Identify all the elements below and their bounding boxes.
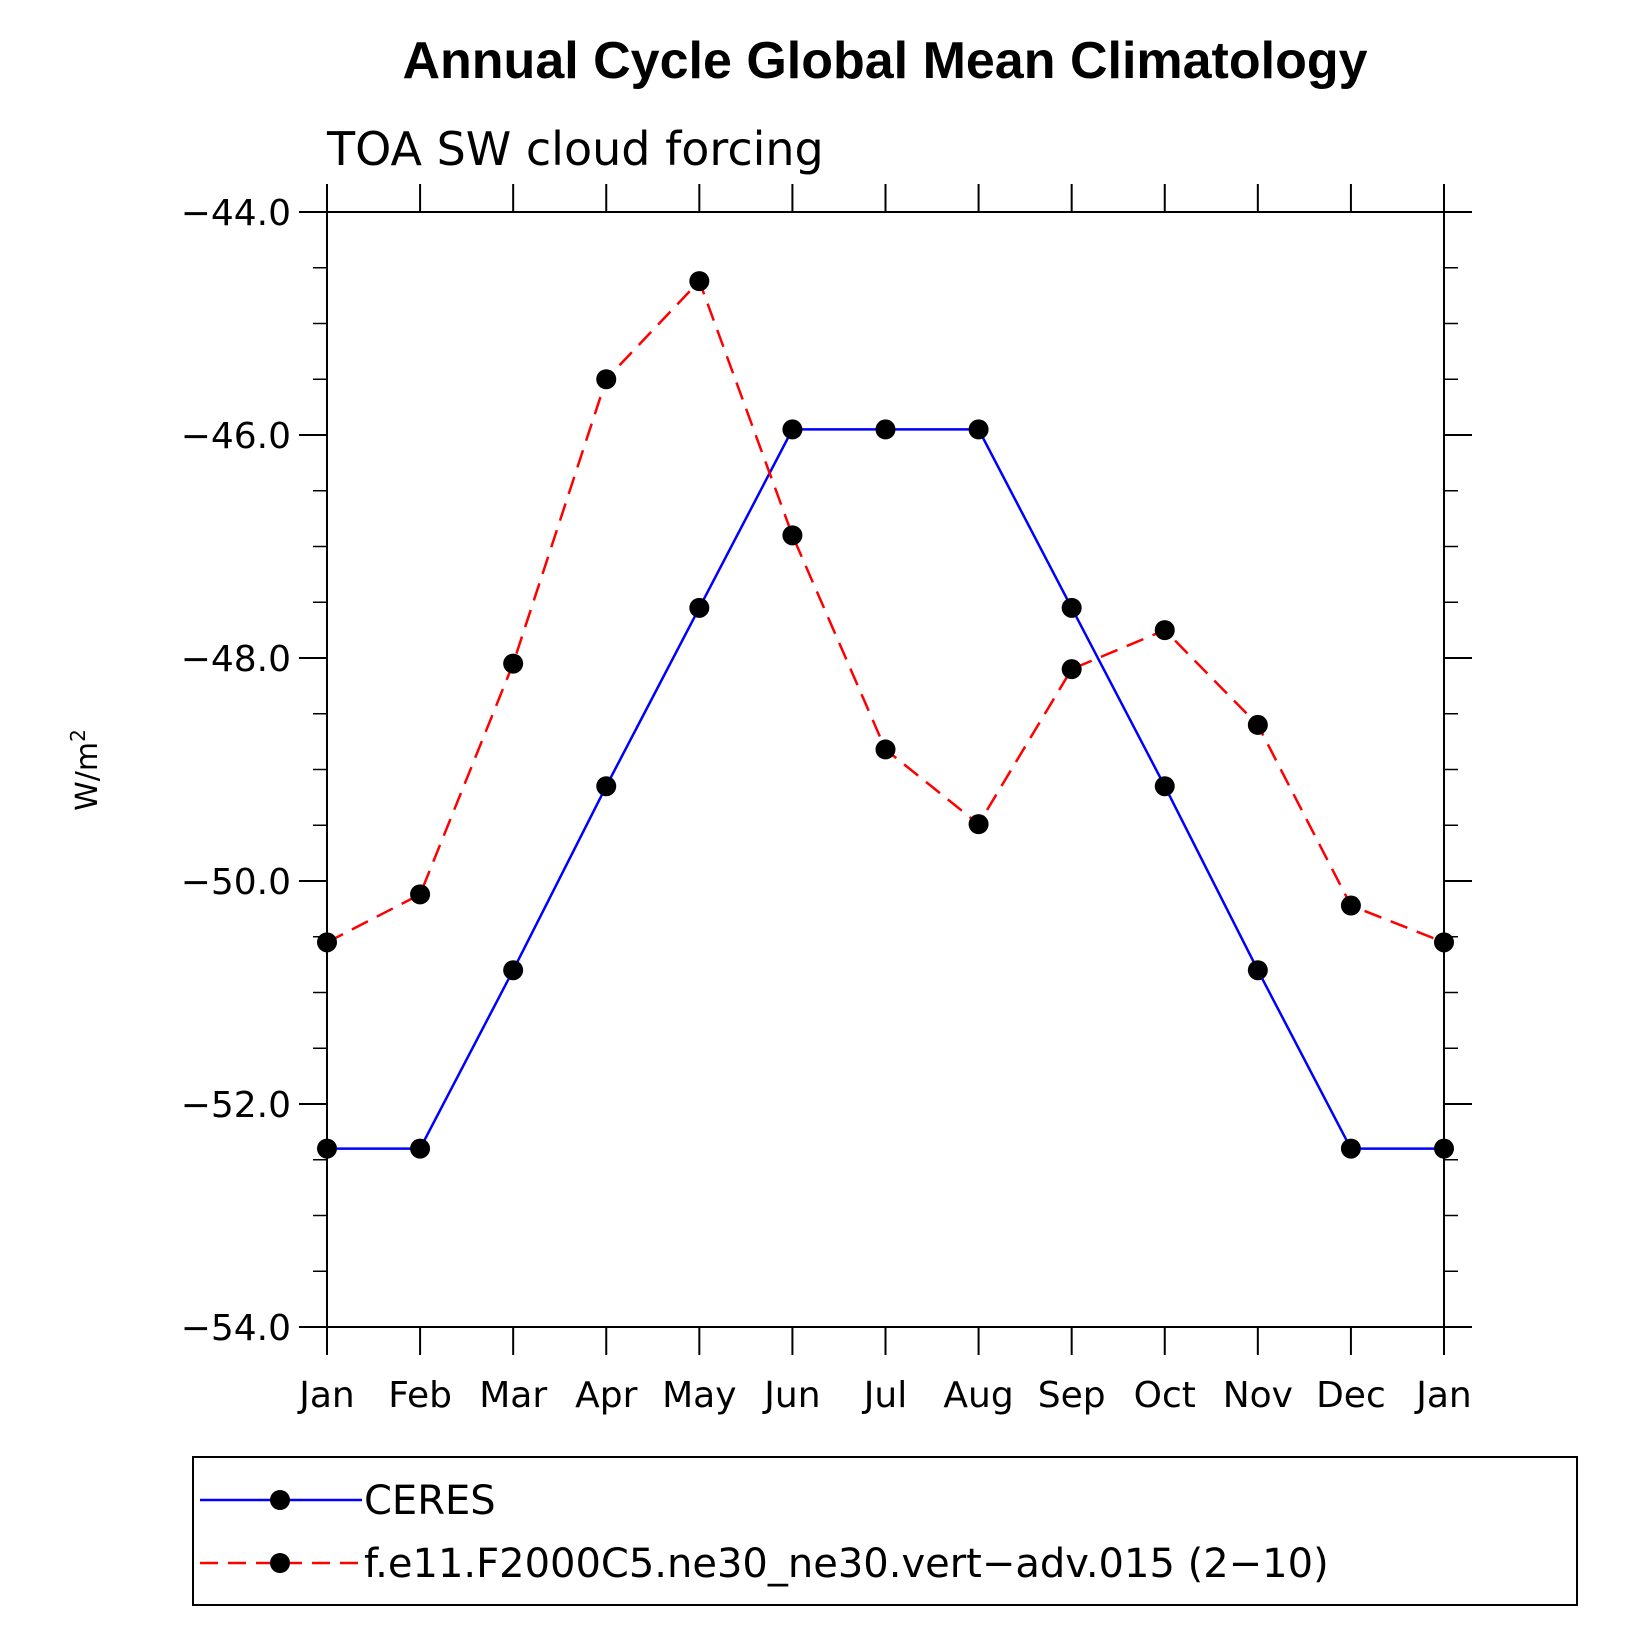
y-tick-label: −54.0	[181, 1308, 291, 1349]
x-tick-label: Jan	[1414, 1375, 1472, 1416]
y-axis-label: W/m2	[66, 729, 105, 811]
x-tick-label: Jun	[762, 1375, 820, 1416]
data-point-series-0	[689, 597, 710, 618]
chart-subtitle: TOA SW cloud forcing	[326, 122, 824, 176]
data-point-series-0	[1247, 960, 1268, 981]
data-point-series-0	[503, 960, 524, 981]
data-point-series-1	[1340, 895, 1361, 916]
plot-frame	[326, 211, 1445, 1328]
data-point-series-1	[1434, 932, 1454, 953]
data-point-series-0	[968, 419, 989, 440]
y-tick-label: −46.0	[181, 416, 291, 457]
data-point-series-1	[1154, 620, 1175, 641]
x-tick-label: Oct	[1134, 1375, 1196, 1416]
y-tick-label: −52.0	[181, 1085, 291, 1126]
x-tick-label: Dec	[1316, 1375, 1386, 1416]
data-point-series-0	[596, 776, 617, 797]
chart-title: Annual Cycle Global Mean Climatology	[402, 32, 1367, 90]
series-line-1	[326, 278, 1445, 944]
y-tick-label: −48.0	[181, 639, 291, 680]
data-point-series-1	[782, 525, 803, 546]
y-axis-label-superscript: 2	[66, 729, 90, 742]
minor-ticks	[313, 267, 1458, 1272]
data-point-series-1	[410, 884, 431, 905]
x-tick-label: Aug	[943, 1375, 1013, 1416]
data-point-series-1	[968, 814, 989, 835]
x-tick-label: Mar	[479, 1375, 547, 1416]
y-tick-label: −44.0	[181, 193, 291, 234]
x-tick-label: Sep	[1038, 1375, 1106, 1416]
x-tick-label: Apr	[575, 1375, 637, 1416]
x-tick-label: Feb	[388, 1375, 452, 1416]
x-tick-label: Jan	[297, 1375, 355, 1416]
data-point-series-1	[503, 653, 524, 674]
x-tick-label: Jul	[862, 1375, 907, 1416]
data-point-series-0	[875, 419, 896, 440]
data-point-series-0	[1340, 1138, 1361, 1159]
data-point-series-0	[410, 1138, 431, 1159]
y-tick-label: −50.0	[181, 862, 291, 903]
data-point-series-1	[689, 271, 710, 292]
legend-label-ceres: CERES	[364, 1478, 496, 1524]
legend-box	[192, 1456, 1578, 1606]
series-line-0	[327, 428, 1444, 1150]
x-tick-label: May	[662, 1375, 736, 1416]
legend-marker-model	[270, 1553, 290, 1573]
data-point-series-0	[1434, 1138, 1454, 1159]
data-point-series-0	[782, 419, 803, 440]
series-layer	[317, 271, 1454, 1159]
y-ticks: −44.0 −46.0 −48.0 −50.0 −52.0 −54.0	[181, 193, 1472, 1349]
data-point-series-0	[317, 1138, 337, 1159]
legend-label-model: f.e11.F2000C5.ne30_ne30.vert−adv.015 (2−…	[364, 1541, 1329, 1587]
data-point-series-1	[875, 739, 896, 760]
x-tick-label: Nov	[1223, 1375, 1293, 1416]
data-point-series-0	[1061, 597, 1082, 618]
x-ticks: Jan Feb Mar Apr May Jun Jul Aug Sep Oct Nov Dec Jan	[297, 184, 1472, 1416]
data-point-series-1	[1061, 659, 1082, 680]
legend-marker-ceres	[270, 1490, 290, 1510]
data-point-series-1	[317, 932, 337, 953]
data-point-series-1	[596, 369, 617, 390]
data-point-series-1	[1247, 714, 1268, 735]
data-point-series-0	[1154, 776, 1175, 797]
